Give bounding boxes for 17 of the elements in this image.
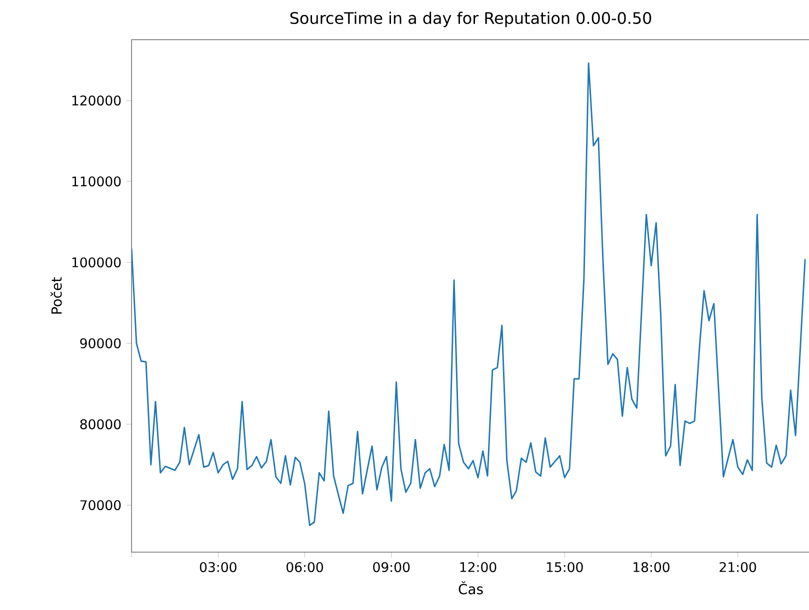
y-tick-label: 120000	[72, 96, 121, 106]
chart-title: SourceTime in a day for Reputation 0.00-0.50	[290, 12, 652, 28]
x-tick-label: 18:00	[634, 562, 670, 572]
line-series	[132, 62, 806, 526]
y-tick-label: 110000	[72, 176, 121, 187]
x-tick-label: 21:00	[720, 562, 756, 572]
y-tick-label: 90000	[80, 338, 121, 348]
x-axis-title: Čas	[458, 581, 483, 594]
y-tick-label: 80000	[80, 419, 121, 430]
y-tick-label: 70000	[80, 500, 121, 510]
x-tick-label: 15:00	[546, 562, 583, 572]
x-tick-label: 09:00	[373, 562, 410, 572]
x-tick-label: 12:00	[460, 562, 496, 572]
y-tick-label: 100000	[72, 257, 121, 268]
x-tick-label: 06:00	[286, 562, 324, 572]
y-axis-title: Počet	[50, 277, 62, 314]
x-tick-label: 03:00	[200, 562, 236, 572]
